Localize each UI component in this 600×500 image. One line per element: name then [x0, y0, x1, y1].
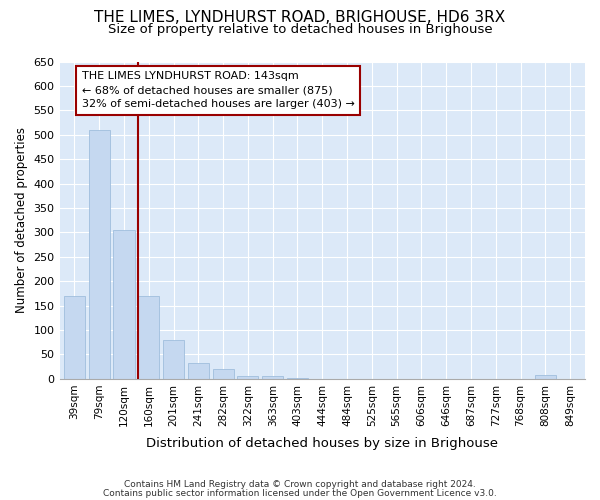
X-axis label: Distribution of detached houses by size in Brighouse: Distribution of detached houses by size … [146, 437, 498, 450]
Bar [212, 369, 233, 379]
Bar [238, 376, 259, 379]
Bar [113, 230, 134, 379]
Bar [89, 130, 110, 379]
Text: Contains HM Land Registry data © Crown copyright and database right 2024.: Contains HM Land Registry data © Crown c… [124, 480, 476, 489]
Text: Contains public sector information licensed under the Open Government Licence v3: Contains public sector information licen… [103, 490, 497, 498]
Bar [163, 340, 184, 379]
Bar [64, 296, 85, 379]
Text: Size of property relative to detached houses in Brighouse: Size of property relative to detached ho… [107, 22, 493, 36]
Bar [138, 296, 160, 379]
Y-axis label: Number of detached properties: Number of detached properties [15, 127, 28, 313]
Bar [188, 363, 209, 379]
Bar [262, 376, 283, 379]
Bar [287, 378, 308, 379]
Bar [535, 375, 556, 379]
Text: THE LIMES LYNDHURST ROAD: 143sqm
← 68% of detached houses are smaller (875)
32% : THE LIMES LYNDHURST ROAD: 143sqm ← 68% o… [82, 72, 355, 110]
Text: THE LIMES, LYNDHURST ROAD, BRIGHOUSE, HD6 3RX: THE LIMES, LYNDHURST ROAD, BRIGHOUSE, HD… [94, 10, 506, 25]
